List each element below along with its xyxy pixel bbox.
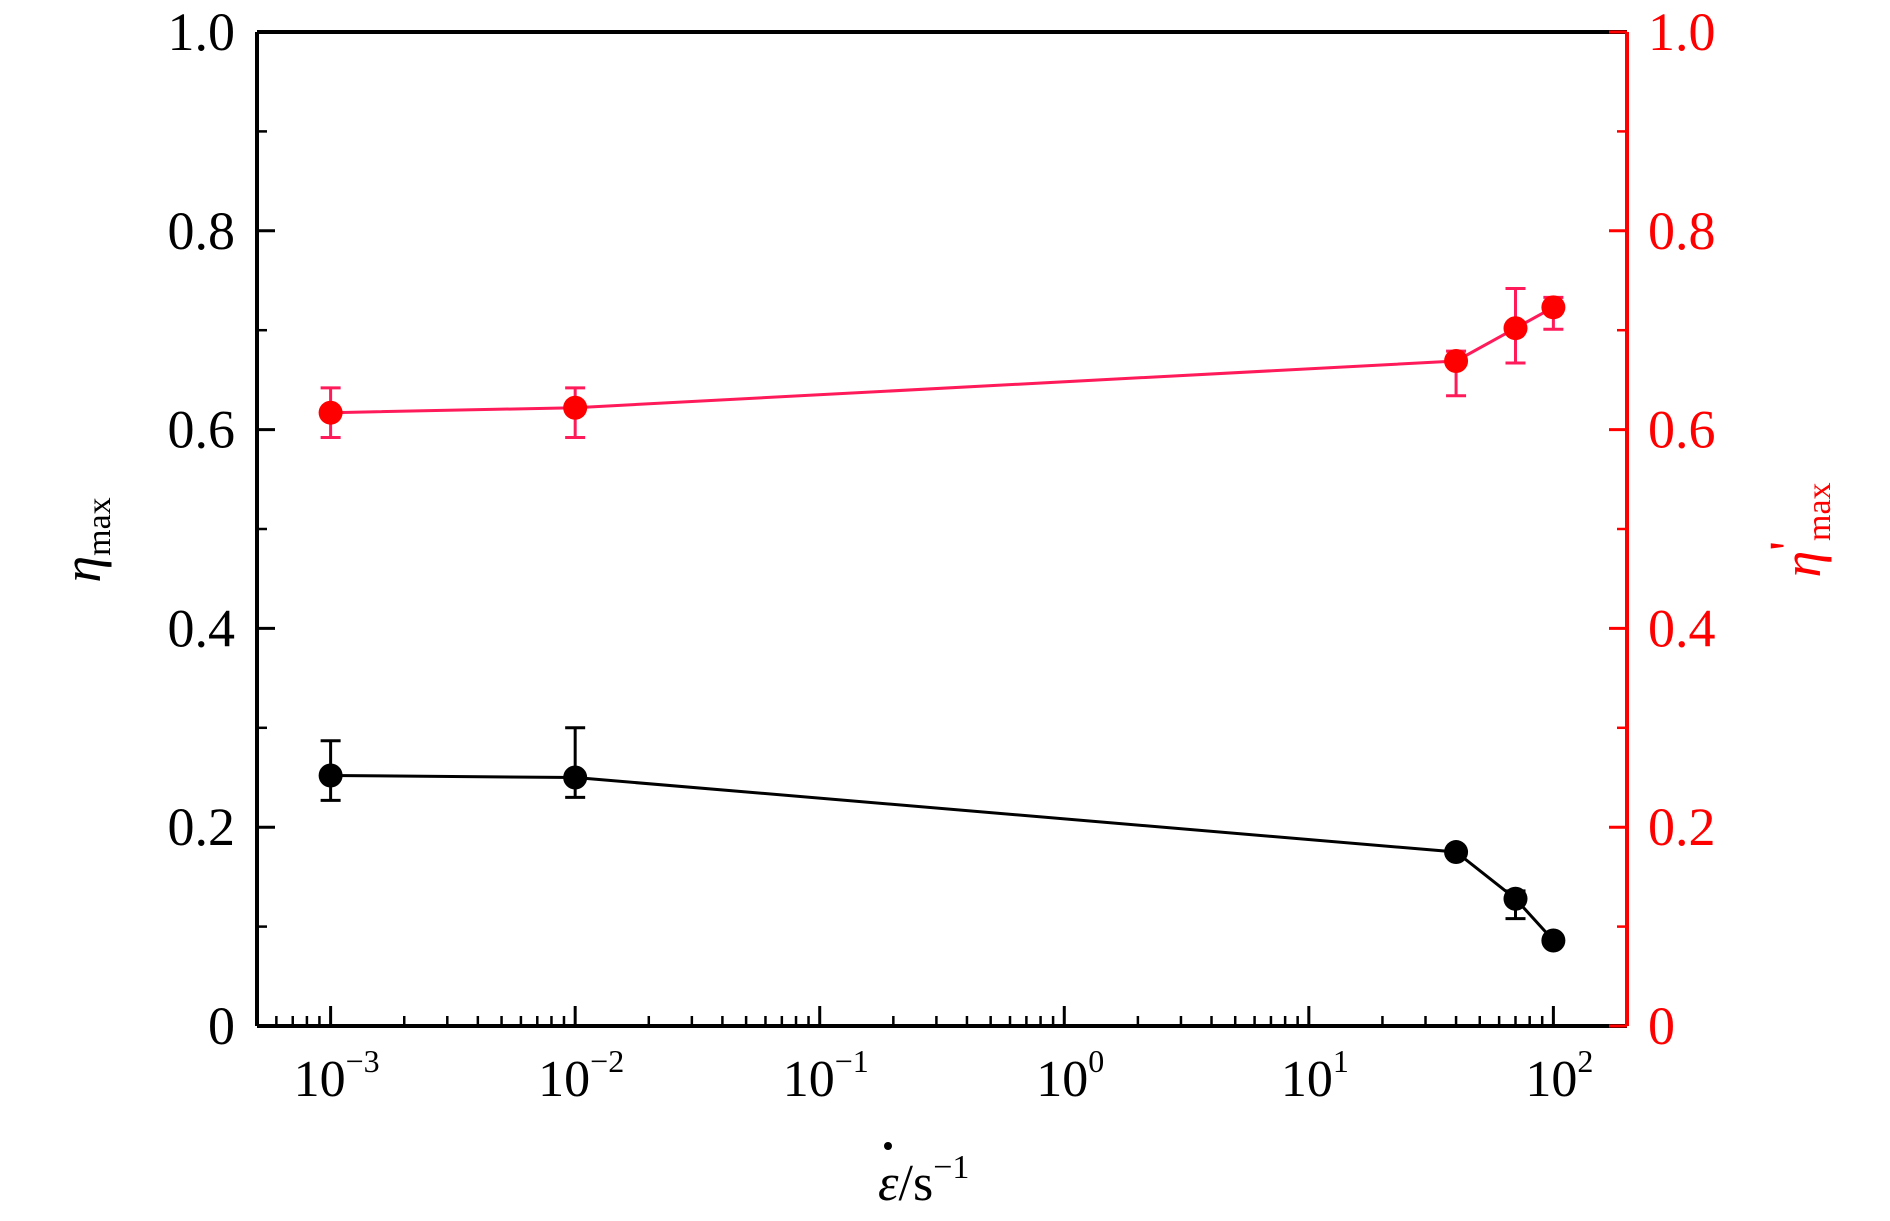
series-right [318, 286, 1566, 440]
data-point [1503, 886, 1528, 911]
x-axis-label-exp: −1 [933, 1149, 969, 1186]
data-point [1541, 295, 1566, 320]
x-tick-label: 10−1 [783, 1043, 869, 1108]
data-point [1503, 316, 1528, 341]
data-point [563, 765, 588, 790]
x-tick-label: 10−2 [538, 1043, 624, 1108]
x-tick-label: 10−3 [294, 1043, 380, 1108]
x-tick-label: 101 [1281, 1043, 1349, 1108]
y-left-tick-label: 0.4 [168, 598, 236, 658]
x-axis-label: ε/s−1 [878, 1149, 969, 1212]
y-left-tick-label: 0.2 [168, 797, 236, 857]
y-left-axis-label-sub: max [81, 497, 118, 556]
y-right-axis-label-sub: max [1801, 482, 1838, 541]
y-left-axis-label: ηmax [52, 497, 118, 582]
data-point [1541, 928, 1566, 953]
data-point [1444, 840, 1469, 865]
series-left [318, 726, 1566, 953]
y-right-tick-label: 0 [1648, 996, 1675, 1056]
y-left-axis-label-main: η [52, 556, 112, 583]
x-axis-ticks: 10−3 10−2 10−1 100 101 102 [294, 1006, 1593, 1108]
x-axis-label-unit: /s [899, 1155, 934, 1212]
y-right-axis-label-prime: ' [1758, 541, 1818, 551]
data-point [318, 763, 343, 788]
y-right-axis-ticks: 0 0.2 0.4 0.6 0.8 1.0 [1609, 2, 1716, 1056]
y-right-tick-label: 0.8 [1648, 201, 1716, 261]
x-axis-label-dot [884, 1142, 892, 1150]
y-left-tick-label: 1.0 [168, 2, 236, 62]
data-point [563, 395, 588, 420]
y-right-tick-label: 0.4 [1648, 598, 1716, 658]
y-left-tick-label: 0.6 [168, 400, 236, 460]
y-right-tick-label: 1.0 [1648, 2, 1716, 62]
y-right-axis-label-main: η [1772, 551, 1832, 578]
x-axis-label-symbol: ε [878, 1155, 899, 1212]
y-left-axis-ticks: 0 0.2 0.4 0.6 0.8 1.0 [168, 2, 275, 1056]
series-layer [318, 286, 1566, 953]
y-right-tick-label: 0.2 [1648, 797, 1716, 857]
data-point [318, 400, 343, 425]
x-tick-label: 100 [1036, 1043, 1104, 1108]
x-tick-label: 102 [1525, 1043, 1593, 1108]
y-left-tick-label: 0 [208, 996, 235, 1056]
y-right-axis-label: η'max [1758, 482, 1838, 577]
data-point [1444, 349, 1469, 374]
y-left-tick-label: 0.8 [168, 201, 236, 261]
y-right-tick-label: 0.6 [1648, 400, 1716, 460]
